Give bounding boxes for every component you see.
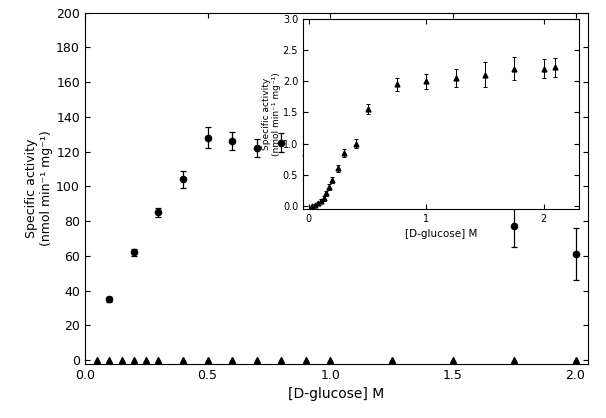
Y-axis label: Specific activity
(nmol min⁻¹ mg⁻¹): Specific activity (nmol min⁻¹ mg⁻¹) bbox=[262, 72, 281, 156]
Y-axis label: Specific activity
(nmol min⁻¹ mg⁻¹): Specific activity (nmol min⁻¹ mg⁻¹) bbox=[25, 130, 53, 246]
X-axis label: [D-glucose] M: [D-glucose] M bbox=[405, 229, 477, 240]
X-axis label: [D-glucose] M: [D-glucose] M bbox=[288, 387, 384, 401]
